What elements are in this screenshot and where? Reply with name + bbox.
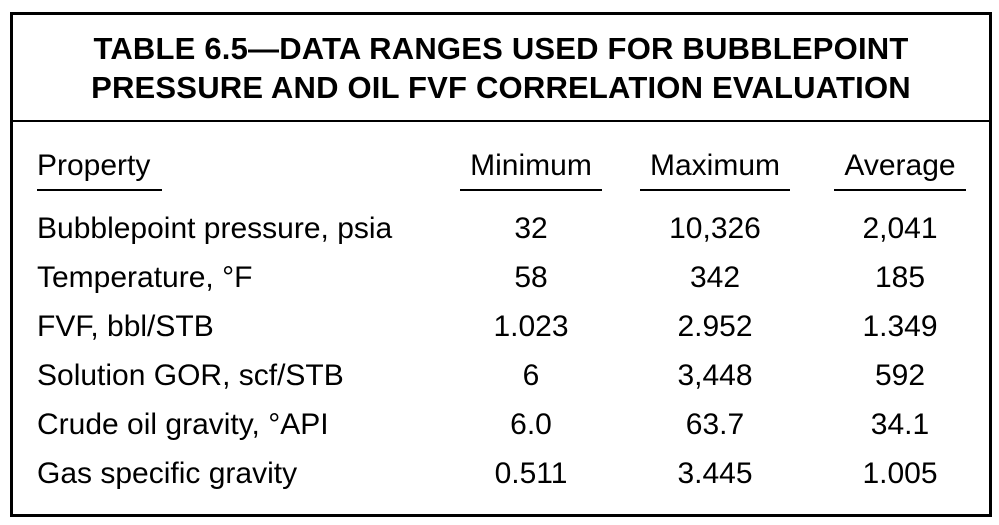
cell-average: 34.1 [870, 407, 930, 441]
cell-property: FVF, bbl/STB [37, 309, 214, 343]
cell-property: Crude oil gravity, °API [37, 407, 329, 441]
table-row: FVF, bbl/STB 1.023 2.952 1.349 [13, 302, 989, 351]
table-row: Temperature, °F 58 342 185 [13, 253, 989, 302]
cell-minimum: 58 [514, 260, 548, 294]
table-row: Solution GOR, scf/STB 6 3,448 592 [13, 351, 989, 400]
cell-property: Bubblepoint pressure, psia [37, 211, 393, 245]
table-container: TABLE 6.5—DATA RANGES USED FOR BUBBLEPOI… [10, 12, 992, 517]
cell-maximum: 3,448 [677, 358, 753, 392]
table-row: Gas specific gravity 0.511 3.445 1.005 [13, 449, 989, 498]
cell-average: 2,041 [862, 211, 938, 245]
cell-property: Temperature, °F [37, 260, 253, 294]
table-header-row: Property Minimum Maximum Average [13, 144, 989, 196]
cell-average: 592 [874, 358, 926, 392]
column-header-minimum-label: Minimum [460, 149, 602, 191]
cell-property: Solution GOR, scf/STB [37, 358, 344, 392]
column-header-average-label: Average [834, 149, 966, 191]
cell-minimum: 6.0 [510, 407, 552, 441]
cell-maximum: 63.7 [685, 407, 745, 441]
cell-minimum: 1.023 [493, 309, 569, 343]
cell-minimum: 0.511 [494, 456, 568, 490]
cell-average: 185 [874, 260, 926, 294]
cell-minimum: 6 [522, 358, 540, 392]
cell-minimum: 32 [514, 211, 548, 245]
table-title-line-2: PRESSURE AND OIL FVF CORRELATION EVALUAT… [91, 69, 911, 105]
cell-average: 1.005 [862, 456, 938, 490]
cell-property: Gas specific gravity [37, 456, 298, 490]
cell-average: 1.349 [862, 309, 938, 343]
table-row: Bubblepoint pressure, psia 32 10,326 2,0… [13, 204, 989, 253]
table-body: Property Minimum Maximum Average Bubblep… [13, 122, 989, 498]
table-title-line-1: TABLE 6.5—DATA RANGES USED FOR BUBBLEPOI… [93, 30, 909, 66]
column-header-maximum: Maximum [611, 149, 819, 191]
cell-maximum: 3.445 [677, 456, 753, 490]
column-header-maximum-label: Maximum [639, 149, 790, 191]
column-header-property: Property [13, 149, 451, 191]
column-header-average: Average [819, 149, 981, 191]
cell-maximum: 10,326 [669, 211, 761, 245]
cell-maximum: 342 [689, 260, 741, 294]
column-header-minimum: Minimum [451, 149, 611, 191]
table-row: Crude oil gravity, °API 6.0 63.7 34.1 [13, 400, 989, 449]
table-title: TABLE 6.5—DATA RANGES USED FOR BUBBLEPOI… [13, 15, 989, 122]
column-header-property-label: Property [37, 149, 163, 191]
cell-maximum: 2.952 [677, 309, 753, 343]
